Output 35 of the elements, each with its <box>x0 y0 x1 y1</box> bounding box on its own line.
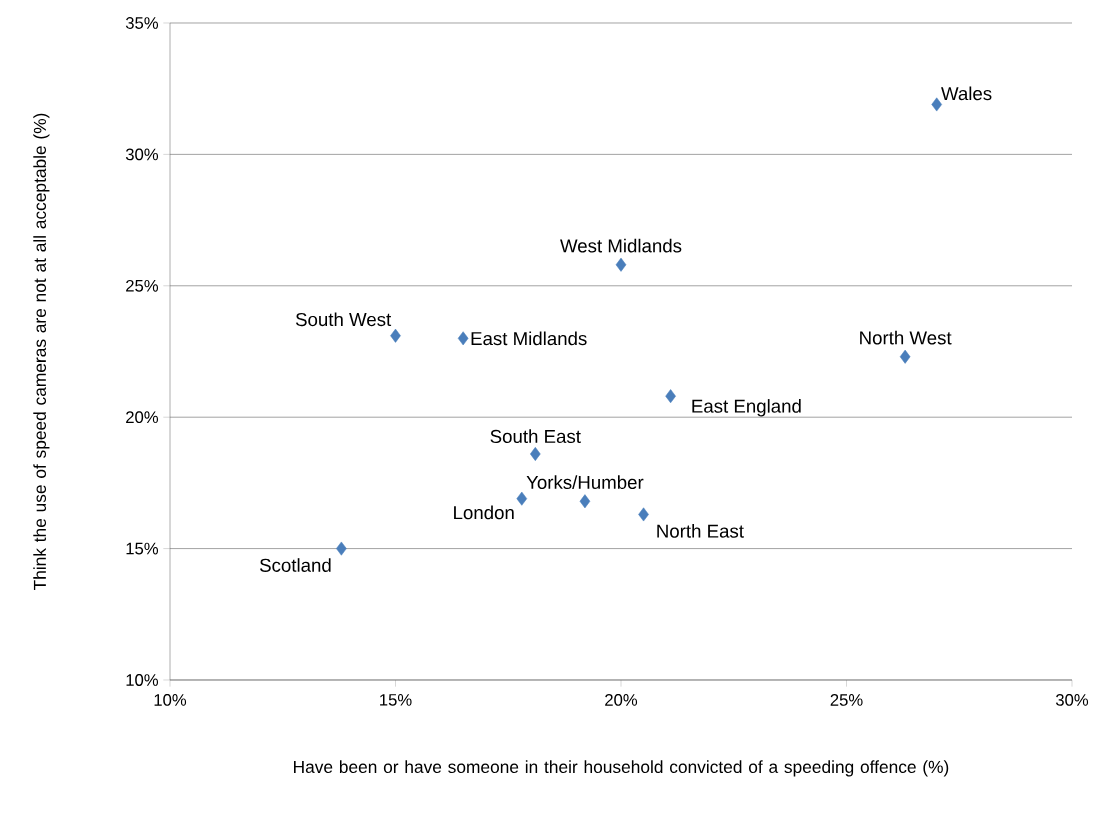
annotation: North West <box>860 330 952 345</box>
y-tick-label: 25% <box>126 279 159 292</box>
annotation: East Midlands <box>471 331 587 346</box>
y-axis-title: Think the use of speed cameras are not at all acceptable (%) <box>33 113 50 591</box>
x-tick-label: 15% <box>380 694 412 706</box>
annotation: South East <box>490 429 581 444</box>
x-tick-label: 20% <box>605 694 638 706</box>
annotation: Wales <box>941 86 992 101</box>
y-tick-label: 30% <box>125 148 159 161</box>
point <box>899 349 911 364</box>
x-tick-label: 30% <box>1055 694 1089 706</box>
point <box>615 257 627 272</box>
point <box>530 447 541 461</box>
annotation: Yorks/Humber <box>526 475 644 490</box>
point <box>390 328 401 343</box>
x-axis-title: Have been or have someone in their household convicted of a speeding offence (%) <box>294 760 949 777</box>
point <box>516 491 528 506</box>
annotation: West Midlands <box>560 238 682 253</box>
point <box>457 331 469 346</box>
y-tick-label: 20% <box>126 411 159 424</box>
point <box>638 507 649 522</box>
y-tick-label: 35% <box>125 17 159 29</box>
point <box>665 389 676 404</box>
y-tick-label: 15% <box>126 542 159 555</box>
annotation: North East <box>657 524 744 538</box>
point <box>931 97 942 112</box>
point <box>336 541 347 556</box>
point <box>579 494 591 509</box>
x-tick-label: 10% <box>154 694 187 706</box>
annotation: South West <box>295 312 392 327</box>
x-tick-label: 25% <box>830 694 863 706</box>
y-tick-label: 10% <box>126 674 159 686</box>
annotation: East England <box>692 399 801 417</box>
annotation: London <box>454 505 514 520</box>
annotation: Scotland <box>260 558 331 572</box>
